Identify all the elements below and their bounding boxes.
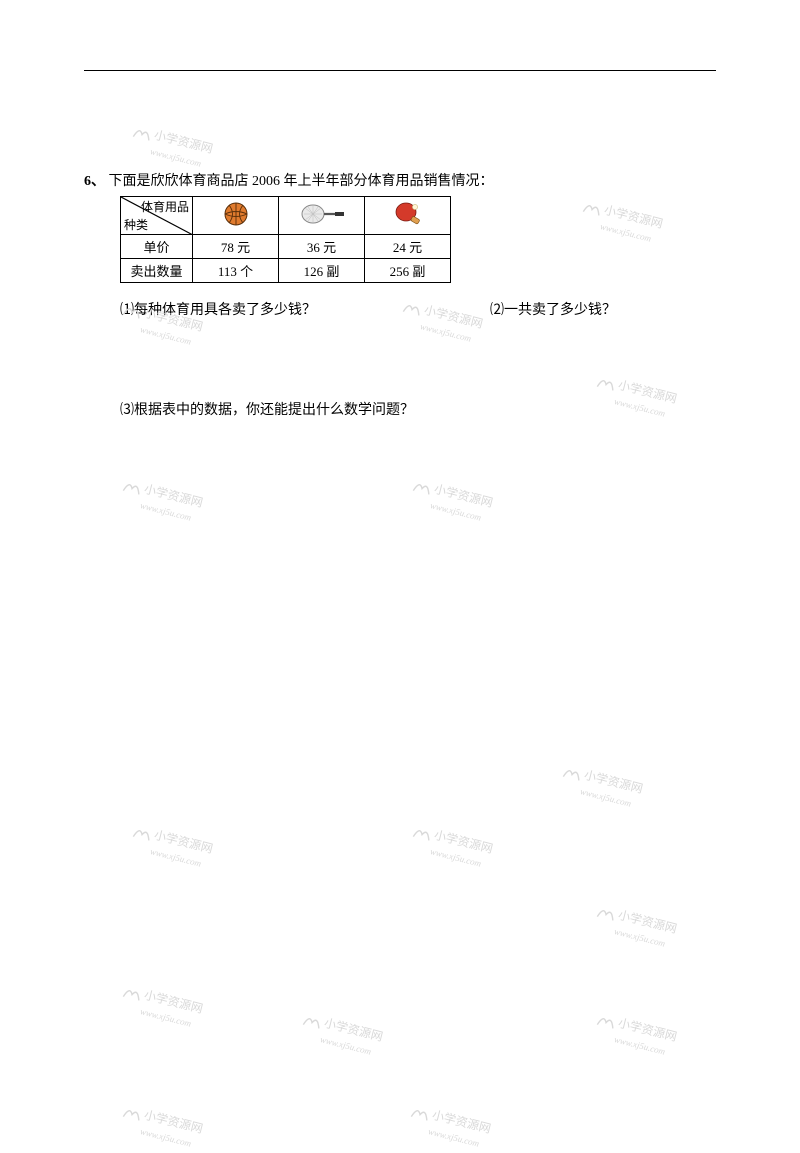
- watermark: 小学资源网www.xj5u.com: [405, 1101, 493, 1153]
- watermark: 小学资源网www.xj5u.com: [591, 901, 679, 953]
- cell: 126 副: [279, 259, 365, 283]
- watermark: 小学资源网www.xj5u.com: [591, 1009, 679, 1061]
- question-prompt-line: 6、 下面是欣欣体育商品店 2006 年上半年部分体育用品销售情况：: [84, 170, 716, 190]
- question-number: 6、: [84, 174, 105, 189]
- watermark: 小学资源网www.xj5u.com: [117, 981, 205, 1033]
- data-table-wrap: 体育用品 种类: [120, 196, 716, 283]
- question-block: 6、 下面是欣欣体育商品店 2006 年上半年部分体育用品销售情况： 体育用品 …: [84, 170, 716, 419]
- sub-question-row: ⑴每种体育用具各卖了多少钱？ ⑵一共卖了多少钱？: [120, 299, 716, 319]
- basketball-icon: [193, 197, 279, 235]
- row-label: 单价: [121, 235, 193, 259]
- table-row: 卖出数量 113 个 126 副 256 副: [121, 259, 451, 283]
- cell: 36 元: [279, 235, 365, 259]
- watermark: 小学资源网www.xj5u.com: [117, 1101, 205, 1153]
- sub-question-2: ⑵一共卖了多少钱？: [490, 299, 616, 319]
- cell: 24 元: [365, 235, 451, 259]
- question-prompt: 下面是欣欣体育商品店 2006 年上半年部分体育用品销售情况：: [109, 174, 494, 189]
- sub-question-3: ⑶根据表中的数据，你还能提出什么数学问题？: [120, 399, 716, 419]
- watermark: 小学资源网www.xj5u.com: [127, 121, 215, 173]
- watermark: 小学资源网www.xj5u.com: [117, 475, 205, 527]
- table-row: 单价 78 元 36 元 24 元: [121, 235, 451, 259]
- header-top-text: 体育用品: [141, 198, 189, 215]
- watermark: 小学资源网www.xj5u.com: [127, 821, 215, 873]
- header-bottom-text: 种类: [124, 216, 148, 233]
- watermark: 小学资源网www.xj5u.com: [407, 821, 495, 873]
- badminton-racket-icon: [279, 197, 365, 235]
- watermark: 小学资源网www.xj5u.com: [557, 761, 645, 813]
- cell: 78 元: [193, 235, 279, 259]
- table-row: 体育用品 种类: [121, 197, 451, 235]
- watermark: 小学资源网www.xj5u.com: [297, 1009, 385, 1061]
- row-label: 卖出数量: [121, 259, 193, 283]
- sales-table: 体育用品 种类: [120, 196, 451, 283]
- sub-question-1: ⑴每种体育用具各卖了多少钱？: [120, 299, 490, 319]
- diagonal-header-cell: 体育用品 种类: [121, 197, 193, 235]
- cell: 256 副: [365, 259, 451, 283]
- watermark: 小学资源网www.xj5u.com: [407, 475, 495, 527]
- page-header-rule: [84, 70, 716, 71]
- cell: 113 个: [193, 259, 279, 283]
- pingpong-paddle-icon: [365, 197, 451, 235]
